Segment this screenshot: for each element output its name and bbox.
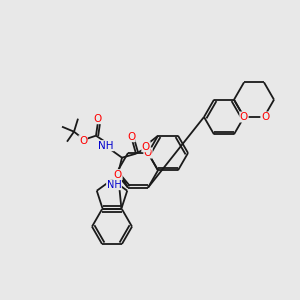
Text: O: O xyxy=(142,142,150,152)
Text: O: O xyxy=(144,148,152,158)
Text: NH: NH xyxy=(106,180,122,190)
Text: O: O xyxy=(127,132,135,142)
Text: O: O xyxy=(79,136,87,146)
Text: O: O xyxy=(93,114,101,124)
Text: O: O xyxy=(240,112,248,122)
Text: O: O xyxy=(114,169,122,180)
Text: O: O xyxy=(261,112,269,122)
Text: NH: NH xyxy=(98,141,114,151)
